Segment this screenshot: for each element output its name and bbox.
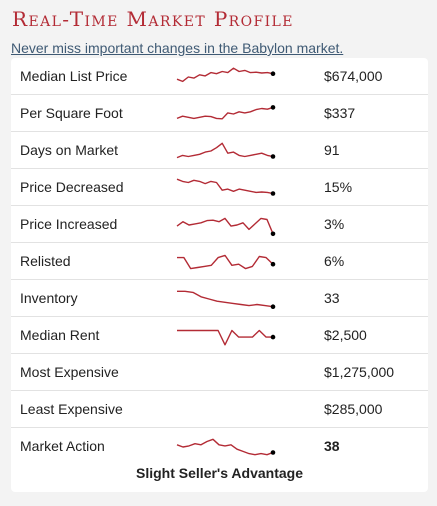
metric-row-least-expensive: Least Expensive $285,000 — [11, 391, 428, 428]
metric-label: Most Expensive — [20, 364, 119, 380]
metric-value: 38 — [324, 438, 340, 454]
metric-label: Least Expensive — [20, 401, 123, 417]
metric-value: $674,000 — [324, 68, 383, 84]
sparkline-endpoint — [270, 450, 276, 455]
sparkline-price-decreased — [176, 178, 276, 196]
sparkline-trend-line — [176, 67, 274, 83]
metric-row-most-expensive: Most Expensive $1,275,000 — [11, 354, 428, 391]
sparkline-trend-line — [176, 438, 274, 456]
sparkline-median-list-price — [176, 67, 276, 83]
metric-label: Per Square Foot — [20, 105, 123, 121]
metric-value: $285,000 — [324, 401, 383, 417]
metric-value: $337 — [324, 105, 356, 121]
metric-row-median-list-price: Median List Price $674,000 — [11, 58, 428, 95]
metric-label: Price Decreased — [20, 179, 124, 195]
sparkline-per-square-foot — [176, 105, 276, 120]
sparkline-days-on-market — [176, 142, 276, 159]
sparkline-trend-line — [176, 178, 274, 195]
sparkline-trend-line — [177, 290, 274, 308]
metric-row-days-on-market: Days on Market 91 — [11, 132, 428, 169]
sparkline-endpoint — [270, 191, 276, 196]
metric-value: $1,275,000 — [324, 364, 395, 380]
metric-label: Days on Market — [20, 142, 119, 158]
market-profile-card: Median List Price $674,000 Per Square Foot… — [11, 58, 428, 492]
metric-row-price-increased: Price Increased 3% — [11, 206, 428, 243]
sparkline-endpoint — [270, 154, 276, 159]
metric-row-price-decreased: Price Decreased 15% — [11, 169, 428, 206]
sparkline-market-action — [176, 438, 276, 456]
metric-value: $2,500 — [324, 327, 367, 343]
sparkline-trend-line — [176, 106, 274, 120]
metric-value: 33 — [324, 290, 340, 306]
sparkline-endpoint — [270, 71, 276, 76]
metric-label: Median Rent — [20, 327, 100, 343]
sparkline-trend-line — [177, 254, 274, 270]
sparkline-endpoint — [270, 261, 276, 267]
metric-label: Inventory — [20, 290, 78, 306]
metric-row-per-square-foot: Per Square Foot $337 — [11, 95, 428, 132]
sparkline-median-rent — [177, 329, 276, 346]
metric-label: Price Increased — [20, 216, 118, 232]
metric-label: Market Action — [20, 438, 105, 454]
sparkline-inventory — [177, 290, 276, 309]
sparkline-endpoint — [270, 105, 276, 110]
metric-row-relisted: Relisted 6% — [11, 243, 428, 280]
metric-value: 91 — [324, 142, 340, 158]
metric-label: Median List Price — [20, 68, 128, 84]
sparkline-endpoint — [270, 304, 276, 309]
metric-label: Relisted — [20, 253, 71, 269]
sparkline-endpoint — [270, 231, 276, 237]
metric-value: 3% — [324, 216, 345, 232]
metric-row-market-action: Market Action 38 — [11, 428, 428, 465]
sparkline-trend-line — [176, 217, 274, 235]
sparkline-relisted — [177, 254, 276, 270]
market-alert-link[interactable]: Never miss important changes in the Baby… — [11, 40, 344, 56]
page-title: Real-Time Market Profile — [12, 7, 294, 31]
sparkline-trend-line — [177, 329, 273, 346]
sparkline-endpoint — [270, 334, 276, 340]
sparkline-trend-line — [176, 142, 274, 159]
metric-row-inventory: Inventory 33 — [11, 280, 428, 317]
sparkline-price-increased — [176, 217, 276, 237]
metric-value: 6% — [324, 253, 345, 269]
market-action-status: Slight Seller's Advantage — [136, 465, 303, 481]
metric-row-median-rent: Median Rent $2,500 — [11, 317, 428, 354]
metric-value: 15% — [324, 179, 353, 195]
